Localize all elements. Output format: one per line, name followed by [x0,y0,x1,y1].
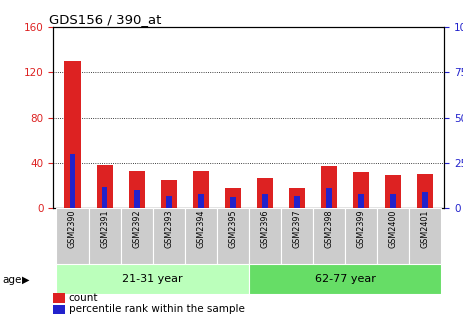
Bar [409,208,441,264]
Bar [321,166,337,208]
Bar [166,196,172,208]
Text: GSM2390: GSM2390 [68,209,77,248]
Text: GSM2393: GSM2393 [164,209,173,248]
Bar [289,188,305,208]
Text: GSM2401: GSM2401 [421,209,430,248]
Text: GSM2395: GSM2395 [228,209,238,248]
Text: GSM2397: GSM2397 [293,209,301,248]
Bar [249,264,441,294]
Bar [281,208,313,264]
Bar [377,208,409,264]
Bar [129,171,144,208]
Text: 21-31 year: 21-31 year [122,274,183,284]
Bar [249,208,281,264]
Bar [313,208,345,264]
Bar [56,264,249,294]
Bar [422,192,428,208]
Bar [198,194,204,208]
Bar [217,208,249,264]
Bar [230,198,236,208]
Bar [88,208,120,264]
Bar [345,208,377,264]
Bar [97,165,113,208]
Text: GSM2398: GSM2398 [325,209,333,248]
Bar [69,154,75,208]
Text: GDS156 / 390_at: GDS156 / 390_at [50,13,162,26]
Bar [102,186,107,208]
Bar [185,208,217,264]
Text: GSM2400: GSM2400 [388,209,398,248]
Bar [193,171,209,208]
Bar [134,190,139,208]
Bar [294,196,300,208]
Bar [417,174,433,208]
Text: GSM2396: GSM2396 [260,209,269,248]
Bar [390,194,396,208]
Bar [326,188,332,208]
Text: GSM2394: GSM2394 [196,209,205,248]
Text: GSM2392: GSM2392 [132,209,141,248]
Text: 62-77 year: 62-77 year [315,274,375,284]
Bar [161,180,177,208]
Bar [353,172,369,208]
Text: count: count [69,293,98,303]
Bar [262,194,268,208]
Bar [257,178,273,208]
Bar [120,208,153,264]
Text: percentile rank within the sample: percentile rank within the sample [69,304,244,314]
Bar [358,194,364,208]
Bar [56,208,88,264]
Text: GSM2391: GSM2391 [100,209,109,248]
Bar [153,208,185,264]
Bar [385,175,401,208]
Bar [225,188,241,208]
Text: age: age [2,275,22,285]
Text: ▶: ▶ [22,275,30,285]
Text: GSM2399: GSM2399 [357,209,366,248]
Bar [64,61,81,208]
